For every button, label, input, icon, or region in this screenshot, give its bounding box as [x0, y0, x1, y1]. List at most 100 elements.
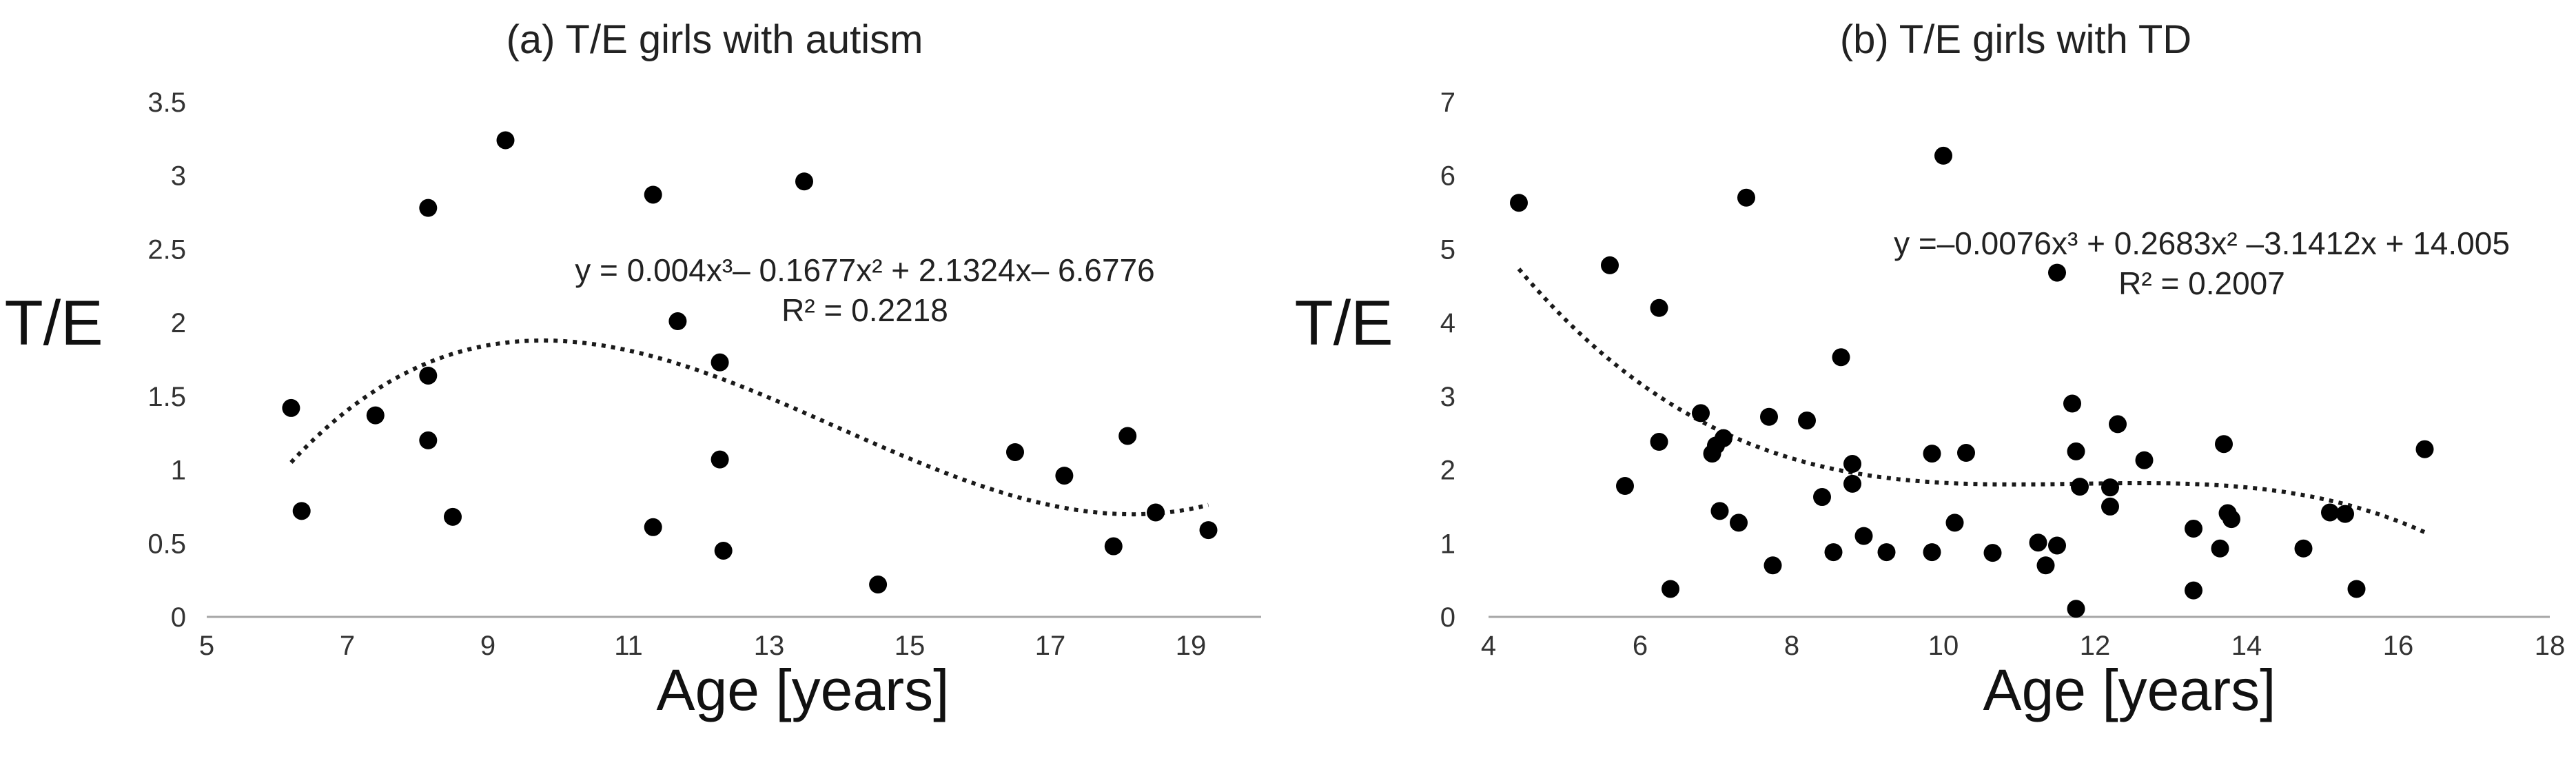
data-point: [1650, 298, 1668, 317]
data-points: [282, 131, 1218, 594]
chart-panel-b: (b) T/E girls with TD T/E Age [years] 4 6…: [1294, 17, 2565, 722]
x-tick-label: 18: [2535, 631, 2566, 661]
x-tick-label: 9: [480, 631, 495, 661]
y-tick-label: 3.5: [147, 88, 186, 118]
data-point: [2071, 478, 2089, 496]
data-point: [1616, 477, 1634, 496]
data-point: [1934, 146, 1952, 165]
x-tick-label: 5: [199, 631, 214, 661]
x-tick-labels: 5 7 9 11 13 15 17 19: [199, 631, 1206, 661]
data-point: [2067, 600, 2085, 618]
data-point: [2048, 263, 2066, 282]
data-point: [1199, 521, 1218, 540]
x-tick-labels: 4 6 8 10 12 14 16 18: [1481, 631, 2565, 661]
x-tick-label: 15: [895, 631, 926, 661]
data-point: [2101, 497, 2119, 516]
data-point: [1760, 407, 1778, 426]
data-point: [711, 353, 729, 372]
data-point: [1710, 502, 1729, 520]
y-tick-label: 0: [171, 602, 186, 633]
y-tick-label: 4: [1440, 308, 1455, 338]
data-point: [1843, 455, 1861, 474]
data-point: [714, 541, 733, 560]
y-tick-label: 5: [1440, 234, 1455, 265]
data-point: [2415, 440, 2434, 458]
data-point: [419, 366, 438, 385]
data-point: [1692, 404, 1710, 423]
data-point: [2222, 510, 2240, 529]
data-point: [419, 199, 438, 217]
data-point: [644, 185, 662, 204]
y-tick-label: 2: [171, 308, 186, 338]
data-point: [496, 131, 515, 150]
data-point: [366, 406, 385, 425]
y-tick-label: 1: [1440, 529, 1455, 559]
data-point: [2185, 519, 2202, 538]
y-tick-label: 0.5: [147, 529, 186, 559]
data-point: [1923, 543, 1941, 562]
data-point: [1601, 256, 1619, 274]
data-point: [1945, 513, 1964, 532]
data-point: [869, 576, 888, 594]
data-point: [1510, 194, 1528, 212]
x-tick-label: 10: [1928, 631, 1959, 661]
data-point: [2109, 415, 2127, 434]
data-point: [1813, 488, 1831, 507]
x-tick-label: 8: [1784, 631, 1799, 661]
x-tick-label: 12: [2080, 631, 2111, 661]
x-axis-label: Age [years]: [657, 658, 950, 722]
data-point: [1662, 580, 1679, 598]
data-point: [444, 507, 462, 526]
y-tick-label: 0: [1440, 602, 1455, 633]
data-point: [1737, 188, 1755, 207]
chart-panel-a: (a) T/E girls with autism T/E Age [years…: [4, 17, 1261, 722]
y-tick-labels: 0 1 2 3 4 5 6 7: [1440, 88, 1455, 633]
chart-title: (b) T/E girls with TD: [1840, 17, 2191, 62]
data-point: [1798, 411, 1816, 430]
trendline-r-squared: R² = 0.2218: [781, 292, 948, 328]
data-point: [1843, 474, 1861, 493]
x-tick-label: 6: [1633, 631, 1648, 661]
data-point: [2215, 435, 2233, 454]
data-point: [2029, 533, 2047, 552]
trendline-equation: y = 0.004x³– 0.1677x² + 2.1324x– 6.6776: [575, 252, 1154, 288]
data-point: [2036, 556, 2055, 575]
data-point: [2336, 505, 2354, 523]
data-point: [1923, 445, 1941, 463]
data-point: [2294, 539, 2313, 558]
chart-title: (a) T/E girls with autism: [507, 17, 923, 62]
data-point: [1055, 467, 1074, 485]
data-point: [1877, 543, 1896, 562]
x-tick-label: 14: [2231, 631, 2262, 661]
data-point: [292, 502, 311, 520]
data-point: [668, 312, 687, 331]
data-point: [1650, 433, 1668, 451]
data-point: [644, 518, 662, 536]
data-point: [2211, 539, 2229, 558]
data-point: [2063, 394, 2081, 413]
y-tick-label: 6: [1440, 161, 1455, 192]
data-point: [1006, 443, 1024, 461]
x-tick-label: 16: [2383, 631, 2414, 661]
x-tick-label: 13: [754, 631, 785, 661]
y-tick-labels: 0 0.5 1 1.5 2 2.5 3 3.5: [147, 88, 186, 633]
data-point: [711, 450, 729, 469]
data-point: [1957, 444, 1975, 462]
x-tick-label: 7: [340, 631, 355, 661]
data-point: [2101, 478, 2119, 497]
y-axis-label: T/E: [4, 288, 103, 358]
data-point: [1824, 543, 1843, 562]
data-point: [1832, 348, 1850, 367]
y-tick-label: 3: [1440, 382, 1455, 412]
trendline-equation: y =–0.0076x³ + 0.2683x² –3.1412x + 14.00…: [1894, 225, 2510, 261]
data-points: [1510, 146, 2434, 618]
data-point: [2321, 503, 2339, 522]
data-point: [2185, 581, 2202, 600]
data-point: [1147, 503, 1165, 522]
data-point: [2347, 580, 2366, 598]
y-tick-label: 3: [171, 161, 186, 192]
trendline-r-squared: R² = 0.2007: [2118, 265, 2285, 301]
data-point: [1104, 537, 1123, 556]
x-tick-label: 4: [1481, 631, 1496, 661]
